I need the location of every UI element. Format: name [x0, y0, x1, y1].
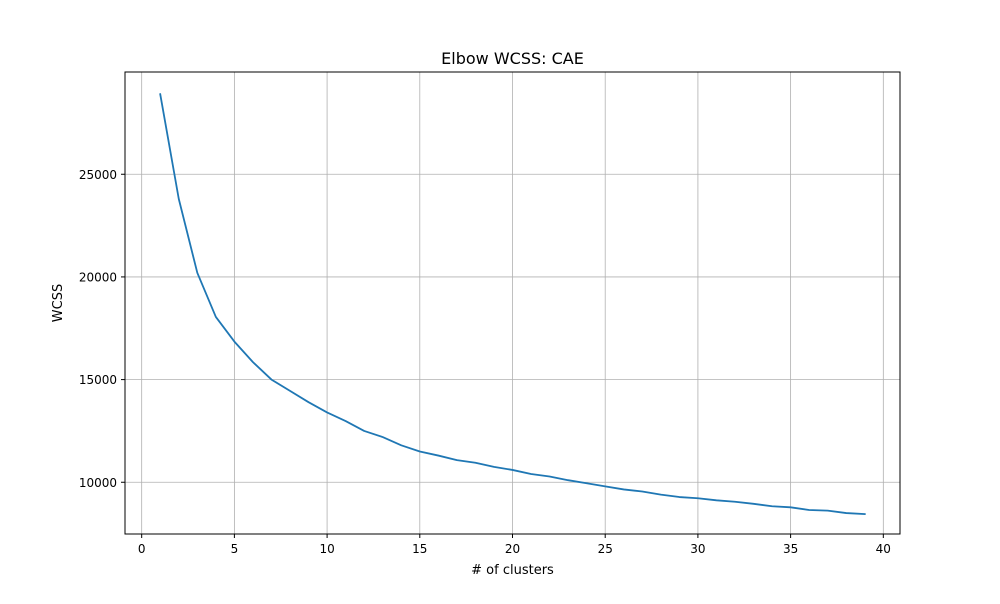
x-tick-label: 40	[876, 542, 891, 556]
series-layer	[159, 93, 866, 516]
y-tick-label: 15000	[79, 373, 117, 387]
x-tick-label: 10	[319, 542, 334, 556]
x-tick-label: 0	[138, 542, 146, 556]
x-tick-label: 30	[690, 542, 705, 556]
series-line-wcss	[159, 93, 866, 516]
x-tick-label: 5	[231, 542, 239, 556]
ticks: 0 5 10 15 20 25 30 35 40 10000 15000 20000 25000	[79, 168, 891, 556]
x-tick-label: 20	[505, 542, 520, 556]
y-tick-label: 25000	[79, 168, 117, 182]
x-axis-label: # of clusters	[471, 563, 554, 578]
chart-title: Elbow WCSS: CAE	[441, 49, 584, 68]
x-tick-label: 35	[783, 542, 798, 556]
y-tick-label: 10000	[79, 476, 117, 490]
y-tick-label: 20000	[79, 270, 117, 284]
x-tick-label: 25	[598, 542, 613, 556]
y-axis-label: WCSS	[51, 284, 66, 322]
x-tick-label: 15	[412, 542, 427, 556]
grid	[125, 72, 900, 534]
